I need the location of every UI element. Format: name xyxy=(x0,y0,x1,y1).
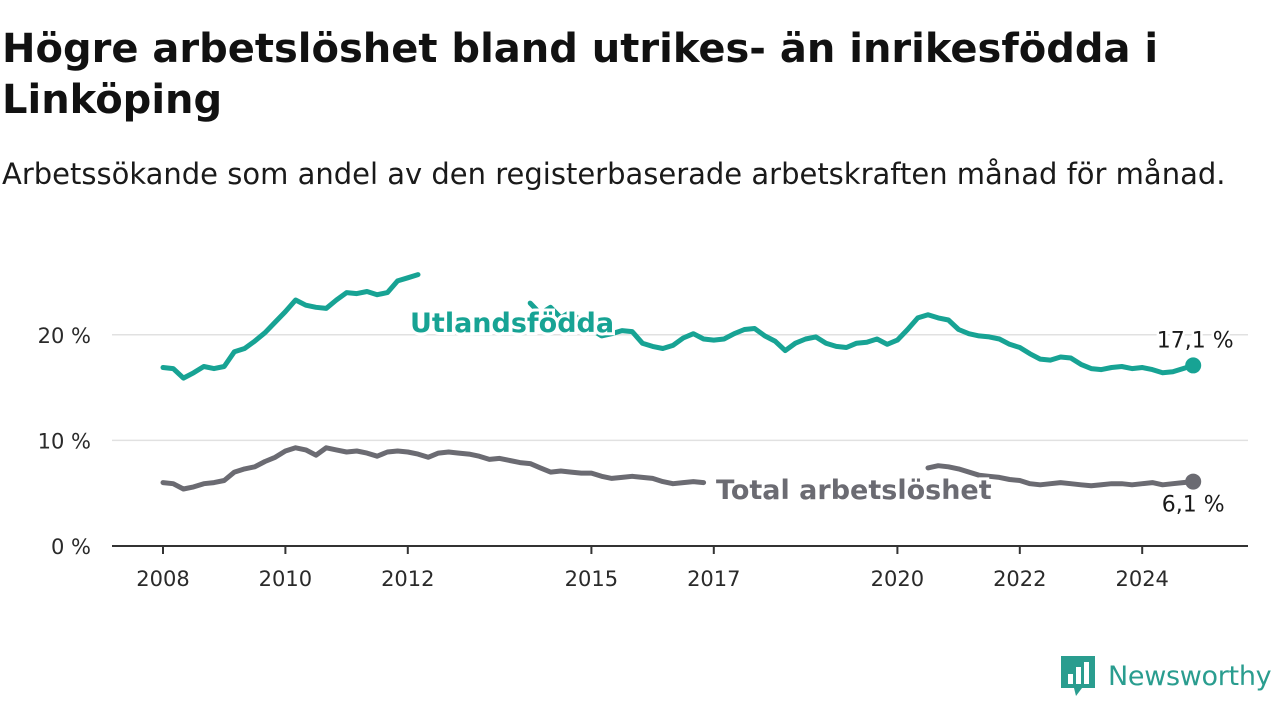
end-value-label-total: 6,1 % xyxy=(1162,493,1225,518)
series-line xyxy=(925,463,1196,489)
series-line xyxy=(160,272,421,381)
chart-subtitle: Arbetssökande som andel av den registerb… xyxy=(2,157,1226,191)
x-tick-label: 2020 xyxy=(871,567,924,591)
chart-title: Högre arbetslöshet bland utrikes- än inr… xyxy=(2,26,1159,123)
x-tick-label: 2022 xyxy=(993,567,1046,591)
end-value-label-utlandsfodda: 17,1 % xyxy=(1157,328,1234,353)
end-point-marker xyxy=(1185,357,1202,374)
y-tick-label: 20 % xyxy=(38,324,91,348)
brand-footer: Newsworthy xyxy=(1058,654,1272,698)
x-tick-label: 2010 xyxy=(259,567,312,591)
series-line xyxy=(527,300,1196,376)
x-tick-label: 2015 xyxy=(565,567,618,591)
end-point-marker xyxy=(1185,473,1202,490)
y-tick-label: 10 % xyxy=(38,429,91,453)
x-tick-label: 2017 xyxy=(687,567,740,591)
brand-name: Newsworthy xyxy=(1108,660,1272,692)
x-tick-label: 2012 xyxy=(381,567,434,591)
series-label-total: Total arbetslöshet xyxy=(716,475,992,506)
y-tick-label: 0 % xyxy=(51,535,91,559)
x-tick-label: 2008 xyxy=(136,567,189,591)
x-tick-label: 2024 xyxy=(1115,567,1168,591)
series-line xyxy=(160,445,707,492)
newsworthy-logo-icon xyxy=(1061,656,1095,696)
series-label-utlandsfodda: Utlandsfödda xyxy=(410,308,614,339)
